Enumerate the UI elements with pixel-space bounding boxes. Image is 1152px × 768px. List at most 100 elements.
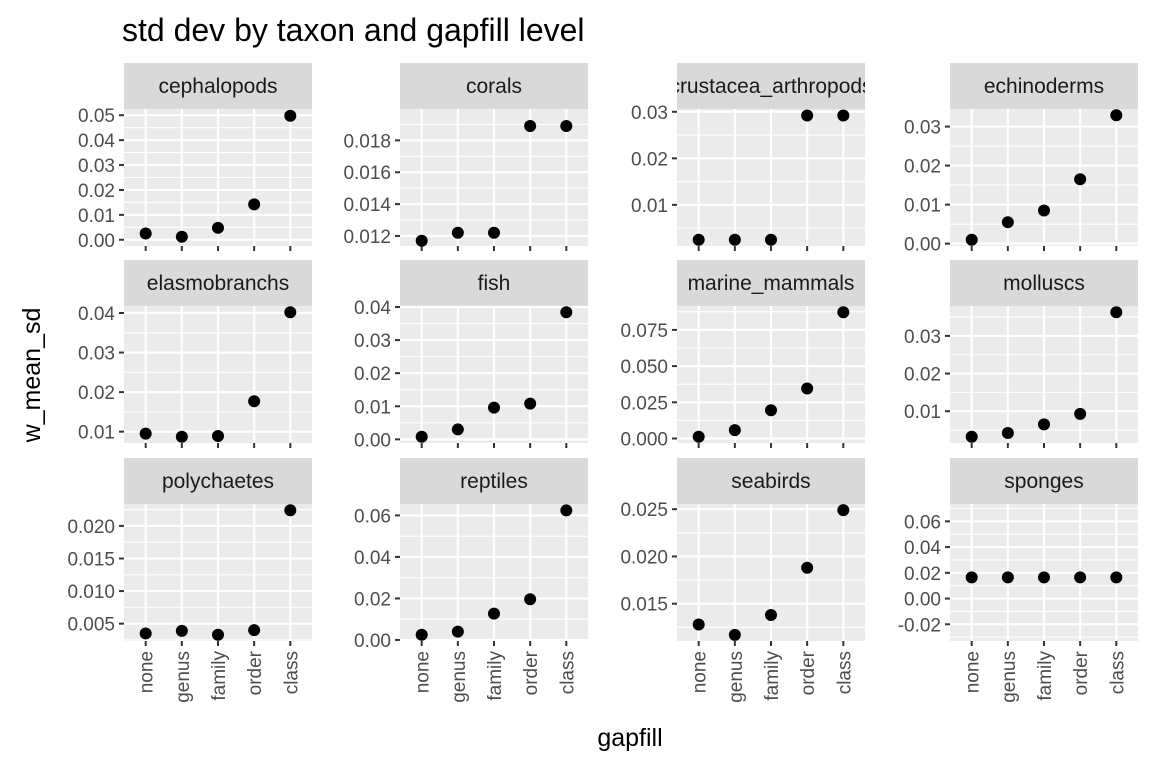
y-tick-label: 0.015 [620,595,668,616]
facet-panels: cephalopods 0.00 0.01 0.02 0.03 0.04 0.05 coral… [67,63,1138,703]
y-tick-label: 0.02 [904,564,941,585]
x-tick-label: family [209,651,230,701]
y-tick-label: 0.02 [354,589,391,610]
data-point [175,230,188,243]
data-point [1074,173,1087,186]
y-tick-label: 0.014 [343,195,391,216]
data-point [1001,216,1014,229]
facet-strip [677,63,865,109]
facet-marine_mammals: marine_mammals 0.000 0.025 0.050 0.075 [620,260,865,451]
data-point [284,109,297,122]
facet-strip [124,63,312,109]
data-point [837,109,850,122]
x-tick-label: genus [999,651,1020,703]
facet-strip-label: seabirds [731,470,810,493]
y-tick-label: 0.012 [343,227,391,248]
x-tick-label: none [413,651,434,693]
y-tick-label: 0.02 [78,383,115,404]
y-tick-label: 0.01 [904,196,941,217]
facet-strip-label: cephalopods [158,75,277,98]
facet-strip-label: elasmobranchs [147,272,289,295]
y-tick-label: 0.00 [78,231,115,252]
x-tick-label: genus [726,651,747,703]
y-tick-label: 0.05 [78,106,115,127]
data-point [801,561,814,574]
x-tick-label: family [762,651,783,701]
data-point [965,430,978,443]
x-tick-label: class [1107,651,1128,694]
y-tick-label: 0.04 [904,538,941,559]
y-tick-label: 0.01 [904,402,941,423]
y-tick-label: 0.00 [904,235,941,256]
data-point [1038,571,1050,584]
x-tick-label: order [1071,650,1092,695]
y-tick-label: 0.075 [620,321,668,342]
data-point [488,226,500,239]
facet-strip-label: polychaetes [162,470,274,493]
facet-polychaetes: polychaetes 0.005 0.010 0.015 0.020 none genus… [67,458,312,703]
y-tick-label: 0.03 [78,156,115,177]
y-tick-label: 0.03 [78,344,115,365]
data-point [1001,427,1014,440]
x-tick-label: none [690,651,711,693]
data-point [692,233,705,246]
y-tick-label: 0.00 [904,590,941,611]
x-tick-label: class [281,651,302,694]
data-point [415,430,428,443]
y-tick-label: 0.010 [67,582,115,603]
x-tick-label: order [521,650,542,695]
y-tick-label: 0.03 [904,327,941,348]
data-point [1110,306,1123,319]
data-point [1038,418,1050,431]
facet-elasmobranchs: elasmobranchs 0.01 0.02 0.03 0.04 [78,260,312,448]
facet-reptiles: reptiles 0.00 0.02 0.04 0.06 none genus family o… [354,458,588,703]
facet-strip-label: reptiles [460,470,528,493]
y-tick-label: 0.06 [904,512,941,533]
facet-cephalopods: cephalopods 0.00 0.01 0.02 0.03 0.04 0.05 [78,63,312,252]
y-tick-label: 0.02 [354,364,391,385]
data-point [212,628,224,641]
y-tick-label: 0.01 [631,196,668,217]
facet-strip [124,458,312,504]
data-point [524,120,537,133]
data-point [728,233,741,246]
facet-strip [400,63,588,109]
facet-strip [950,260,1138,306]
facet-strip-label: echinoderms [984,75,1104,98]
data-point [212,221,224,234]
data-point [139,627,152,640]
data-point [837,306,850,319]
data-point [248,395,261,408]
data-point [1001,571,1014,584]
x-tick-label: order [245,650,266,695]
facet-strip-label: crustacea_arthropods [669,75,872,98]
y-tick-label: 0.000 [620,430,668,451]
x-tick-label: class [557,651,578,694]
data-point [1110,571,1123,584]
x-tick-label: family [1035,651,1056,701]
x-tick-label: genus [449,651,470,703]
y-tick-label: 0.02 [631,149,668,170]
y-tick-label: 0.06 [354,506,391,527]
data-point [1074,571,1087,584]
y-tick-label: 0.01 [354,397,391,418]
facet-strip [124,260,312,306]
y-axis-title: w_mean_sd [18,308,46,444]
x-tick-label: family [485,651,506,701]
data-point [248,624,261,637]
y-tick-label: 0.03 [631,103,668,124]
data-point [451,423,464,436]
facet-molluscs: molluscs 0.01 0.02 0.03 [904,260,1138,448]
data-point [560,120,573,133]
facet-sponges: sponges -0.02 0.00 0.02 0.04 0.06 none genus fam… [898,458,1138,703]
data-point [284,504,297,517]
facet-strip [950,63,1138,109]
data-point [248,198,261,211]
y-tick-label: 0.025 [620,500,668,521]
data-point [728,424,741,437]
y-tick-label: 0.020 [67,517,115,538]
data-point [560,306,573,319]
y-tick-label: 0.015 [67,549,115,570]
data-point [415,234,428,247]
data-point [284,306,297,319]
